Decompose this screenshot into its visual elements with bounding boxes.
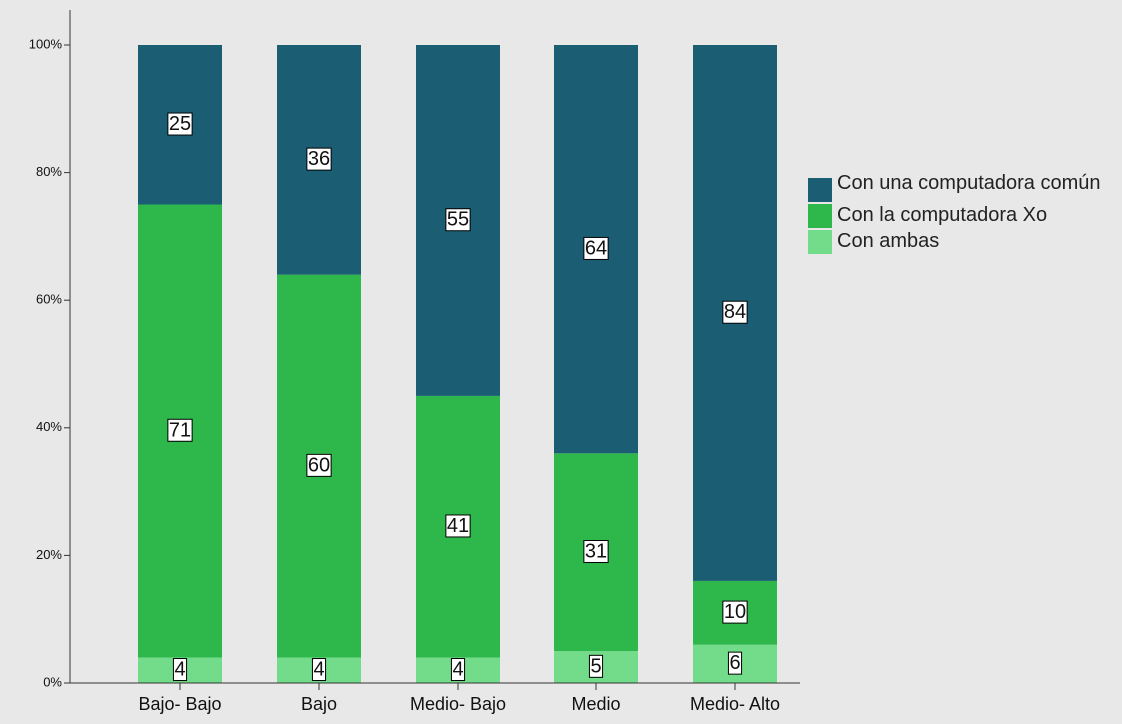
data-label-box xyxy=(445,208,471,232)
data-label-box xyxy=(450,658,466,682)
data-label: 4 xyxy=(313,659,324,681)
data-label-box xyxy=(722,600,748,624)
legend-item: Con la computadora Xo xyxy=(808,204,1108,228)
x-tick-label: Bajo xyxy=(301,694,337,714)
legend-label: Con ambas xyxy=(837,230,940,252)
data-label: 36 xyxy=(308,148,330,170)
data-label-group: 60 xyxy=(306,453,332,477)
data-label-group: 71 xyxy=(167,418,193,442)
data-label: 55 xyxy=(447,209,469,231)
data-label-group: 55 xyxy=(445,208,471,232)
x-tick-label: Bajo- Bajo xyxy=(138,694,221,714)
legend-label: Con una computadora común xyxy=(837,172,1101,194)
data-label: 71 xyxy=(169,419,191,441)
data-label-box xyxy=(722,300,748,324)
data-label-box xyxy=(306,453,332,477)
data-label-box xyxy=(727,651,743,675)
legend-swatch xyxy=(808,178,832,202)
y-tick-label: 20% xyxy=(36,547,62,562)
legend: Con una computadora común Con la computad… xyxy=(808,172,1108,256)
data-label-group: 4 xyxy=(172,658,188,682)
data-label-box xyxy=(583,539,609,563)
data-label-box xyxy=(167,418,193,442)
data-label: 10 xyxy=(724,601,746,623)
data-label-box xyxy=(445,514,471,538)
legend-item: Con ambas xyxy=(808,230,1108,254)
x-tick-label: Medio xyxy=(571,694,620,714)
data-label-group: 25 xyxy=(167,112,193,136)
legend-swatch xyxy=(808,230,832,254)
data-label-group: 4 xyxy=(311,658,327,682)
data-label-box xyxy=(311,658,327,682)
data-label-group: 31 xyxy=(583,539,609,563)
data-label: 5 xyxy=(590,655,601,677)
data-label: 4 xyxy=(174,659,185,681)
data-label-group: 64 xyxy=(583,236,609,260)
y-tick-label: 100% xyxy=(29,36,63,51)
data-label-group: 4 xyxy=(450,658,466,682)
y-tick-label: 0% xyxy=(43,674,62,689)
data-label-group: 84 xyxy=(722,300,748,324)
data-label-box xyxy=(172,658,188,682)
data-label-group: 5 xyxy=(588,654,604,678)
y-tick-label: 80% xyxy=(36,164,62,179)
data-label-box xyxy=(306,147,332,171)
legend-item: Con una computadora común xyxy=(808,172,1108,202)
data-label: 6 xyxy=(729,652,740,674)
data-label: 25 xyxy=(169,113,191,135)
data-label-group: 36 xyxy=(306,147,332,171)
y-tick-label: 40% xyxy=(36,419,62,434)
data-label-box xyxy=(583,236,609,260)
data-label-group: 10 xyxy=(722,600,748,624)
data-label-group: 41 xyxy=(445,514,471,538)
data-label-box xyxy=(167,112,193,136)
data-label: 31 xyxy=(585,540,607,562)
x-tick-label: Medio- Alto xyxy=(690,694,780,714)
data-label-box xyxy=(588,654,604,678)
data-label-group: 6 xyxy=(727,651,743,675)
data-label: 60 xyxy=(308,454,330,476)
data-label: 41 xyxy=(447,515,469,537)
legend-swatch xyxy=(808,204,832,228)
data-label: 84 xyxy=(724,301,746,323)
data-label: 4 xyxy=(452,659,463,681)
legend-label: Con la computadora Xo xyxy=(837,204,1048,226)
data-label: 64 xyxy=(585,237,607,259)
y-tick-label: 60% xyxy=(36,292,62,307)
x-tick-label: Medio- Bajo xyxy=(410,694,506,714)
